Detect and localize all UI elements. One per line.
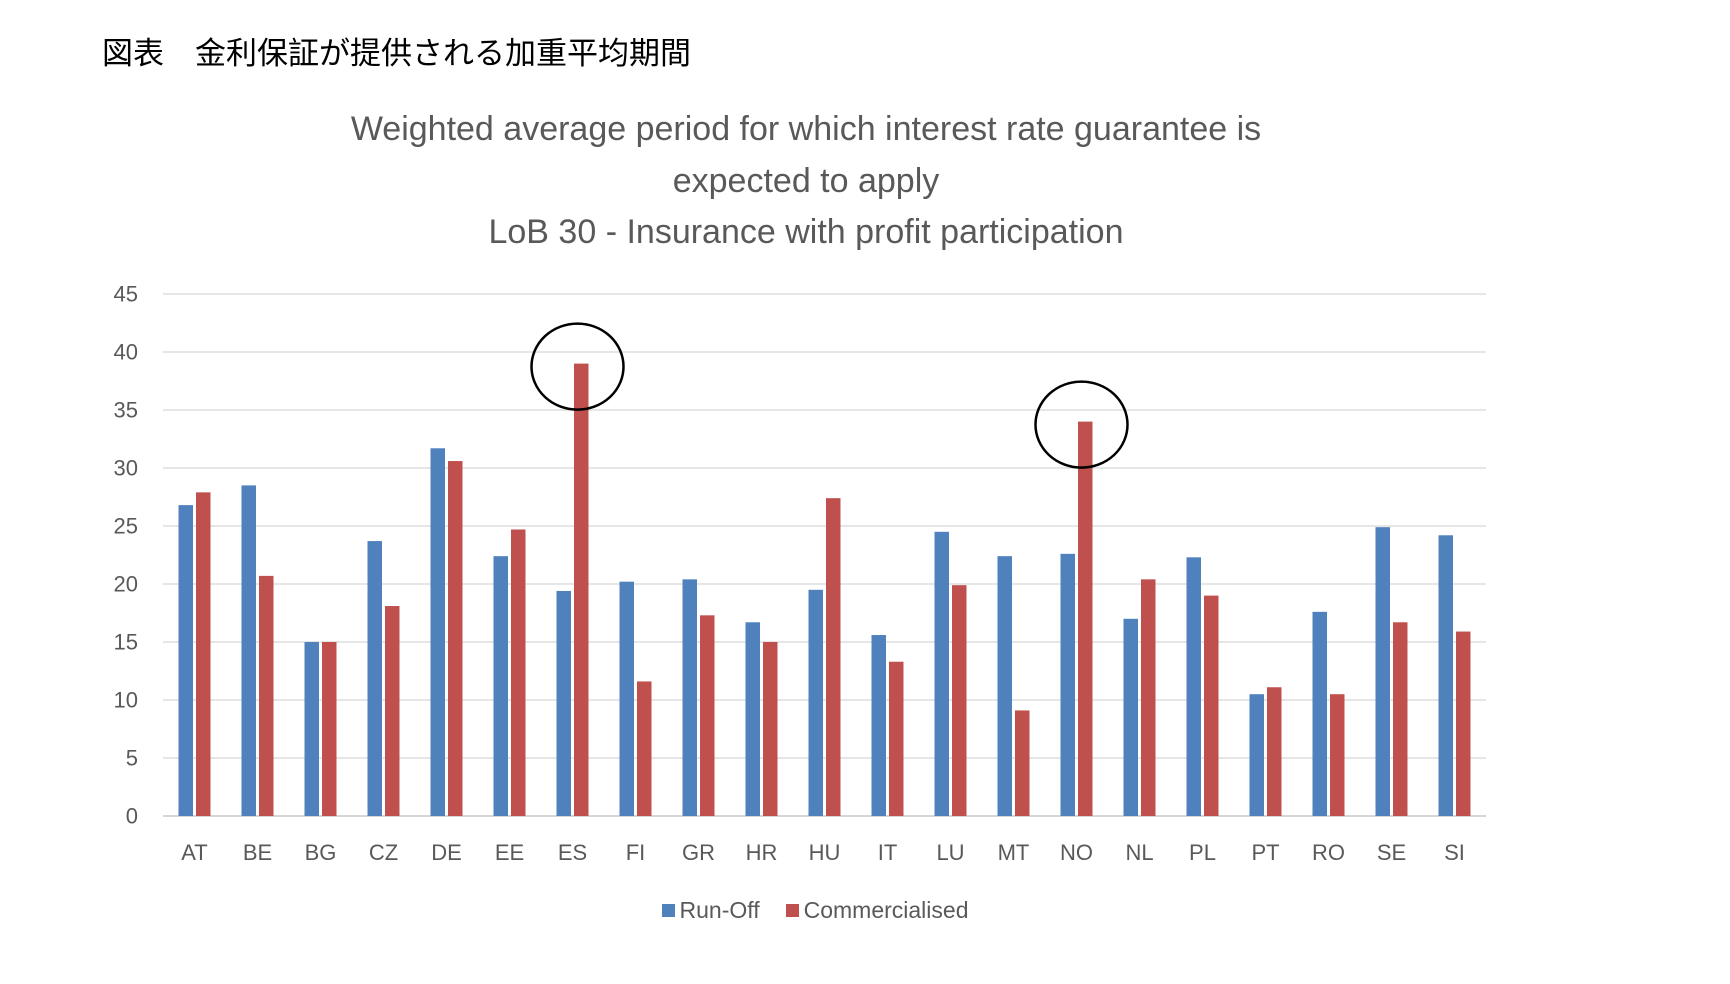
x-tick-label: DE <box>431 840 462 865</box>
bar-run-off <box>241 485 256 816</box>
x-tick-label: BG <box>305 840 337 865</box>
figure-caption: 図表 金利保証が提供される加重平均期間 <box>102 36 691 72</box>
bar-run-off <box>934 531 949 816</box>
x-tick-label: ES <box>558 840 587 865</box>
highlight-circle <box>1034 380 1129 469</box>
bar-commercialised <box>385 606 400 816</box>
x-tick-label: IT <box>878 840 898 865</box>
x-tick-label: EE <box>495 840 524 865</box>
bar-run-off <box>1186 557 1201 816</box>
legend-label-run-off: Run-Off <box>679 896 760 923</box>
bar-commercialised <box>1456 631 1471 816</box>
x-tick-label: CZ <box>369 840 398 865</box>
bar-run-off <box>1060 553 1075 816</box>
x-tick-label: HR <box>746 840 778 865</box>
bar-commercialised <box>448 461 463 816</box>
bar-run-off <box>808 589 823 816</box>
bar-commercialised <box>196 492 211 816</box>
y-tick-label: 35 <box>114 398 138 423</box>
bar-run-off <box>430 448 445 816</box>
bar-commercialised <box>1078 421 1093 816</box>
legend-item-run-off: Run-Off <box>661 896 760 924</box>
bar-run-off <box>682 579 697 816</box>
bar-run-off <box>1438 535 1453 816</box>
x-tick-label: SE <box>1377 840 1406 865</box>
bar-run-off <box>493 556 508 816</box>
y-tick-label: 10 <box>114 688 138 713</box>
x-tick-label: NO <box>1060 840 1093 865</box>
chart-title-line-1: Weighted average period for which intere… <box>350 110 1262 148</box>
y-tick-label: 45 <box>114 282 138 307</box>
x-tick-label: MT <box>998 840 1030 865</box>
bar-commercialised <box>952 585 967 816</box>
bar-commercialised <box>763 642 778 816</box>
bar-run-off <box>304 642 319 816</box>
bar-commercialised <box>1393 622 1408 816</box>
bar-commercialised <box>1141 579 1156 816</box>
bar-run-off <box>367 541 382 816</box>
y-tick-label: 40 <box>114 340 138 365</box>
bar-run-off <box>619 581 634 816</box>
bar-run-off <box>1312 611 1327 816</box>
x-tick-label: HU <box>809 840 841 865</box>
bar-run-off <box>178 505 193 816</box>
bar-run-off <box>1249 694 1264 816</box>
chart-subtitle: LoB 30 - Insurance with profit participa… <box>488 213 1124 251</box>
x-tick-label: GR <box>682 840 715 865</box>
bar-commercialised <box>259 575 274 816</box>
bar-commercialised <box>700 615 715 816</box>
bar-run-off <box>1123 618 1138 816</box>
x-tick-label: RO <box>1312 840 1345 865</box>
highlight-circle <box>530 322 625 411</box>
x-tick-label: BE <box>243 840 272 865</box>
chart-title-line-2: expected to apply <box>672 161 940 200</box>
bar-commercialised <box>1267 687 1282 816</box>
bar-commercialised <box>1015 710 1030 816</box>
y-tick-label: 5 <box>126 746 138 771</box>
y-tick-label: 25 <box>114 514 138 539</box>
x-tick-label: FI <box>626 840 646 865</box>
chart-legend: Run-Off Commercialised <box>0 897 1630 923</box>
y-tick-label: 20 <box>114 572 138 597</box>
bar-run-off <box>556 590 571 816</box>
y-tick-label: 30 <box>114 456 138 481</box>
bar-run-off <box>745 622 760 816</box>
legend-label-commercialised: Commercialised <box>803 896 969 923</box>
legend-swatch-run-off <box>661 903 675 917</box>
bar-run-off <box>871 635 886 816</box>
x-tick-label: NL <box>1125 840 1153 865</box>
chart-title: Weighted average period for which intere… <box>0 104 1612 259</box>
x-tick-label: SI <box>1444 840 1465 865</box>
x-tick-label: PT <box>1251 840 1279 865</box>
bar-commercialised <box>1204 595 1219 816</box>
y-tick-label: 15 <box>114 630 138 655</box>
x-tick-label: AT <box>181 840 207 865</box>
bar-commercialised <box>826 498 841 816</box>
x-tick-label: PL <box>1189 840 1216 865</box>
bar-commercialised <box>1330 694 1345 816</box>
bar-commercialised <box>637 681 652 816</box>
legend-swatch-commercialised <box>785 903 799 917</box>
bar-commercialised <box>511 529 526 816</box>
bar-commercialised <box>574 363 589 816</box>
bar-run-off <box>997 556 1012 816</box>
y-tick-label: 0 <box>126 804 138 829</box>
bar-run-off <box>1375 527 1390 816</box>
bar-commercialised <box>322 642 337 816</box>
bar-commercialised <box>889 661 904 816</box>
x-tick-label: LU <box>936 840 964 865</box>
legend-item-commercialised: Commercialised <box>785 896 969 924</box>
